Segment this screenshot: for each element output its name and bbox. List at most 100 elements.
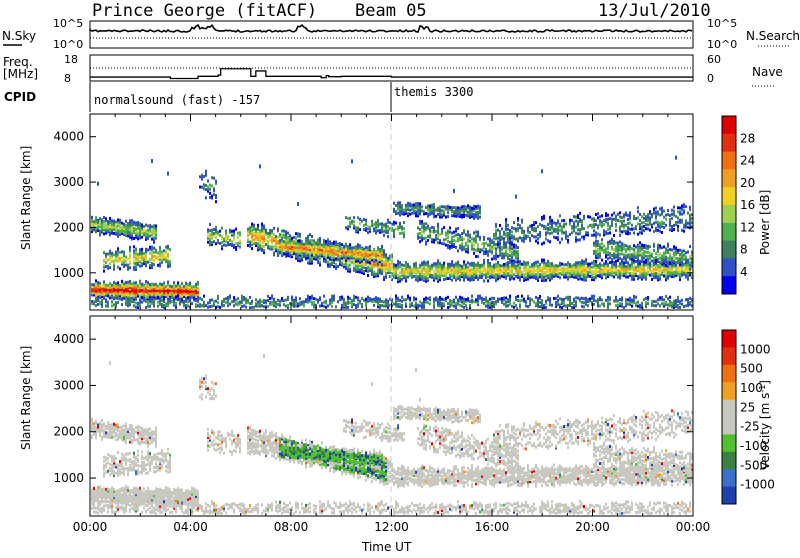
power-cell (513, 302, 515, 305)
power-cell (261, 235, 263, 238)
power-cell (609, 217, 611, 220)
power-cell (545, 238, 547, 241)
power-cell (263, 249, 265, 252)
power-cell (231, 234, 233, 237)
power-cell (623, 243, 625, 246)
power-cell (573, 304, 575, 307)
power-cell (501, 297, 503, 300)
power-cell (605, 218, 607, 221)
nsky-label: N.Sky (2, 29, 36, 43)
power-cell (483, 298, 485, 301)
power-cell (195, 283, 197, 286)
power-cell (443, 210, 445, 213)
power-cell (629, 272, 631, 275)
power-cell (615, 296, 617, 299)
power-cell (447, 230, 449, 233)
power-cell (533, 300, 535, 303)
power-cell (463, 306, 465, 309)
power-cell (95, 216, 97, 219)
power-cell (237, 236, 239, 239)
power-cell (339, 254, 341, 257)
power-cell (535, 240, 537, 243)
power-cell (463, 238, 465, 241)
power-cell (335, 305, 337, 308)
power-cell (329, 247, 331, 250)
power-cell (551, 262, 553, 265)
power-cell (387, 257, 389, 260)
power-cell (591, 266, 593, 269)
power-cell (463, 205, 465, 208)
power-cell (379, 223, 381, 226)
power-cell (623, 253, 625, 256)
power-cell (597, 212, 599, 215)
power-cell (431, 226, 433, 229)
power-cell (97, 219, 99, 222)
power-cell (489, 238, 491, 241)
power-cell (153, 298, 155, 301)
power-cell (489, 298, 491, 301)
power-cell (271, 246, 273, 249)
power-cell (543, 215, 545, 218)
power-cell (393, 263, 395, 266)
power-cell (583, 235, 585, 238)
power-cell (213, 240, 215, 243)
power-cell (313, 241, 315, 244)
power-cell (105, 298, 107, 301)
power-cell (481, 270, 483, 273)
power-cell (461, 232, 463, 235)
power-cell (583, 301, 585, 304)
power-cell (145, 224, 147, 227)
power-cell (123, 223, 125, 226)
power-cell (447, 306, 449, 309)
power-cell (557, 236, 559, 239)
power-cell (627, 214, 629, 217)
power-cell (301, 301, 303, 304)
power-cell (217, 295, 219, 298)
power-cell (461, 297, 463, 300)
power-cell (473, 213, 475, 216)
power-cell (373, 248, 375, 251)
power-cell (95, 279, 97, 282)
power-cell (427, 277, 429, 280)
power-cell (157, 252, 159, 255)
power-cell (619, 262, 621, 265)
power-cell (419, 228, 421, 231)
power-cell (137, 231, 139, 234)
power-cell (309, 242, 311, 245)
power-cell (565, 223, 567, 226)
power-cell (135, 222, 137, 225)
power-cell (357, 245, 359, 248)
power-cell (473, 252, 475, 255)
power-cell (93, 220, 95, 223)
power-cell (629, 297, 631, 300)
power-cell (589, 263, 591, 266)
power-cell (539, 295, 541, 298)
power-cell (657, 264, 659, 267)
power-cell (129, 246, 131, 249)
power-cell (197, 296, 199, 299)
power-cell (375, 221, 377, 224)
power-cell (455, 302, 457, 305)
power-cell (493, 297, 495, 300)
power-cell (433, 226, 435, 229)
power-cell (197, 287, 199, 290)
power-cell (465, 304, 467, 307)
power-cell (289, 234, 291, 237)
power-cell (369, 226, 371, 229)
power-cell (267, 305, 269, 308)
power-cell (557, 265, 559, 268)
power-cell (273, 298, 275, 301)
power-cell (493, 241, 495, 244)
power-cell (655, 272, 657, 275)
power-cell (449, 241, 451, 244)
power-cell (387, 235, 389, 238)
power-cell (135, 302, 137, 305)
power-cell (593, 223, 595, 226)
power-cell (537, 261, 539, 264)
power-cell (511, 305, 513, 308)
power-cell (607, 241, 609, 244)
power-cell (649, 216, 651, 219)
power-cell (157, 297, 159, 300)
power-cell (127, 281, 129, 284)
power-cell (197, 281, 199, 284)
